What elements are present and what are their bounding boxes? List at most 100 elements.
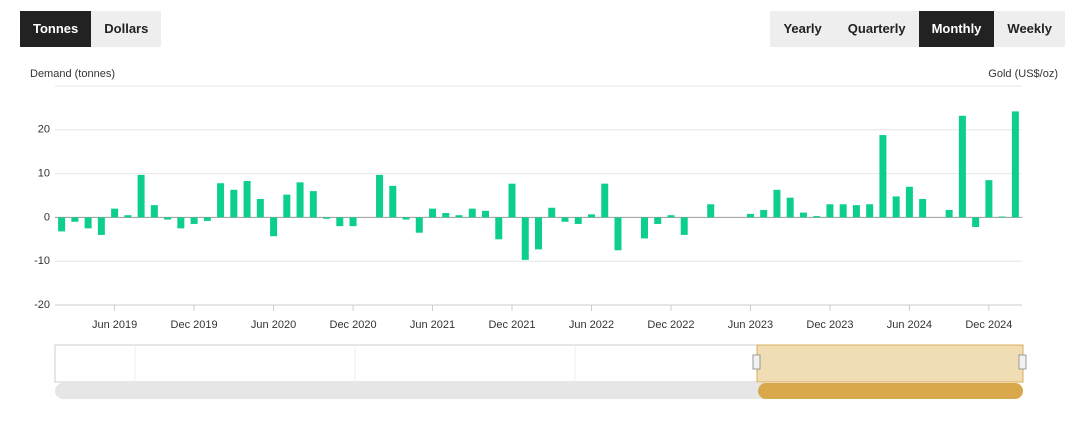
bar [256,199,264,218]
bar [521,217,529,260]
bar [71,217,79,222]
bar [707,204,715,218]
bar [336,217,344,227]
bar [349,217,357,227]
bar [402,217,410,220]
x-tick-label: Dec 2021 [488,319,535,331]
bar [111,208,119,218]
y-tick-label: 10 [38,168,50,180]
bar [270,217,278,237]
x-tick-label: Dec 2019 [171,319,218,331]
bar [190,217,198,224]
navigator-handle[interactable] [752,354,761,370]
bar [561,217,569,222]
bar [985,180,993,218]
unit-toggle: Tonnes Dollars [20,11,162,47]
x-tick-label: Jun 2024 [887,319,932,331]
bar [680,217,688,235]
bar [150,205,158,218]
bar [243,181,251,218]
bar [640,217,648,239]
bar [813,216,821,218]
bar [309,191,317,218]
bar [217,183,225,218]
bar [839,204,847,218]
bar [773,189,781,218]
x-tick-label: Jun 2019 [92,319,137,331]
bar [97,217,105,235]
navigator [54,344,1027,399]
x-tick-label: Dec 2024 [965,319,1012,331]
bar [442,213,450,218]
bar [587,214,595,218]
bar [945,209,953,218]
toggle-button[interactable]: Dollars [104,21,149,36]
x-tick-label: Jun 2023 [728,319,773,331]
bar [58,217,66,232]
bar [323,217,331,219]
bar [760,209,768,218]
bar [852,205,860,218]
bar [415,217,423,233]
bar [137,174,145,218]
x-tick-label: Dec 2023 [806,319,853,331]
bar [548,207,556,218]
bar [654,217,662,224]
toggle-button[interactable]: Weekly [1007,21,1052,36]
bar [601,183,609,218]
bar [296,182,304,218]
toggle-button[interactable]: Yearly [783,21,822,36]
bar [468,208,476,218]
navigator-selection[interactable] [756,344,1024,383]
period-toggle: Yearly Quarterly Monthly Weekly [770,11,1065,47]
bar [892,196,900,218]
bar [230,189,238,218]
navigator-handle[interactable] [1018,354,1027,370]
bar [389,185,397,218]
bar [84,217,92,229]
bar [866,204,874,218]
bar [574,217,582,224]
bar [376,174,384,218]
bar [482,210,490,218]
y-tick-label: 0 [44,211,50,223]
y-tick-label: -10 [34,255,50,267]
bar [124,215,132,218]
bar [919,199,927,218]
bar [164,217,172,220]
bar [495,217,503,240]
scrollbar-thumb[interactable] [758,383,1023,399]
x-tick-label: Jun 2021 [410,319,455,331]
bar [826,204,834,218]
y-tick-label: -20 [34,299,50,311]
x-tick-label: Dec 2022 [647,319,694,331]
bar [905,186,913,218]
bar [455,215,463,218]
y-axis-label: Demand (tonnes) [30,68,115,80]
bar [614,217,622,251]
toggle-button[interactable]: Monthly [918,11,995,47]
x-tick-label: Jun 2022 [569,319,614,331]
bar [283,194,291,218]
bar [972,217,980,228]
y-tick-label: 20 [38,124,50,136]
toggle-button[interactable]: Tonnes [20,11,92,47]
x-tick-label: Dec 2020 [330,319,377,331]
bar [429,208,437,218]
bar [667,215,675,218]
bar [879,135,887,218]
bar [799,212,807,218]
bar [746,213,754,218]
bar [958,115,966,218]
bar [508,183,516,218]
bar [1011,111,1019,218]
x-tick-label: Jun 2020 [251,319,296,331]
bar [535,217,542,250]
bar [177,217,185,229]
bar [203,217,211,221]
y2-axis-label: Gold (US$/oz) [988,68,1058,80]
toggle-button[interactable]: Quarterly [847,21,906,36]
bar [786,197,794,218]
